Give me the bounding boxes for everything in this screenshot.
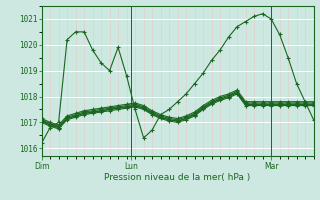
X-axis label: Pression niveau de la mer( hPa ): Pression niveau de la mer( hPa ) <box>104 173 251 182</box>
